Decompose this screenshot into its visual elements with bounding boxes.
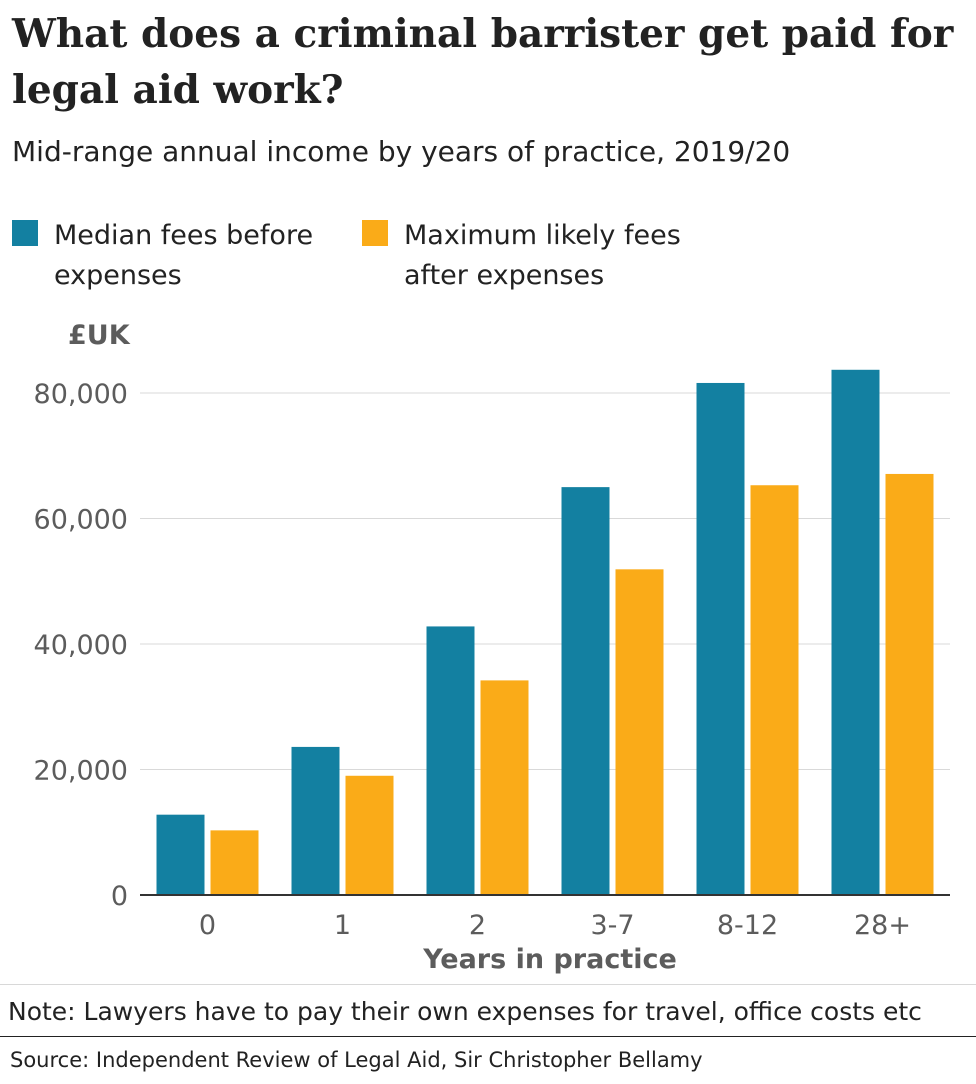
note-divider	[0, 984, 976, 985]
bar-median-8-12	[696, 382, 745, 896]
legend-swatch-maximum	[362, 220, 388, 246]
bar-maximum-0	[210, 830, 259, 895]
y-axis-unit-label: £UK	[68, 320, 130, 351]
bar-maximum-28+	[885, 473, 934, 895]
bar-median-2	[426, 626, 475, 895]
x-axis-title: Years in practice	[423, 944, 677, 975]
legend-item-median: Median fees before expenses	[12, 216, 344, 296]
legend-label-median: Median fees before expenses	[54, 220, 314, 291]
y-tick-label: 40,000	[34, 630, 128, 661]
bar-median-3-7	[561, 487, 610, 895]
source-divider	[0, 1036, 976, 1037]
chart-note: Note: Lawyers have to pay their own expe…	[8, 997, 922, 1026]
bar-maximum-8-12	[750, 485, 799, 895]
bar-median-28+	[831, 369, 880, 896]
bar-median-0	[156, 814, 205, 895]
y-tick-label: 80,000	[34, 379, 128, 410]
bar-maximum-2	[480, 680, 529, 895]
y-tick-label: 60,000	[34, 505, 128, 536]
x-tick-label: 8-12	[717, 910, 778, 941]
x-tick-label: 0	[199, 910, 216, 941]
chart-subtitle: Mid-range annual income by years of prac…	[12, 135, 791, 168]
bar-median-1	[291, 746, 340, 895]
legend-label-maximum: Maximum likely fees after expenses	[404, 220, 681, 291]
bar-maximum-3-7	[615, 569, 664, 895]
x-tick-label: 1	[334, 910, 351, 941]
legend-swatch-median	[12, 220, 38, 246]
chart-source: Source: Independent Review of Legal Aid,…	[10, 1048, 703, 1072]
bar-maximum-1	[345, 775, 394, 895]
x-tick-label: 2	[469, 910, 486, 941]
y-tick-label: 20,000	[34, 756, 128, 787]
legend-item-maximum: Maximum likely fees after expenses	[362, 216, 694, 296]
x-tick-label: 3-7	[590, 910, 634, 941]
y-tick-label: 0	[111, 881, 128, 912]
x-tick-label: 28+	[854, 910, 911, 941]
chart-title: What does a criminal barrister get paid …	[12, 11, 954, 113]
